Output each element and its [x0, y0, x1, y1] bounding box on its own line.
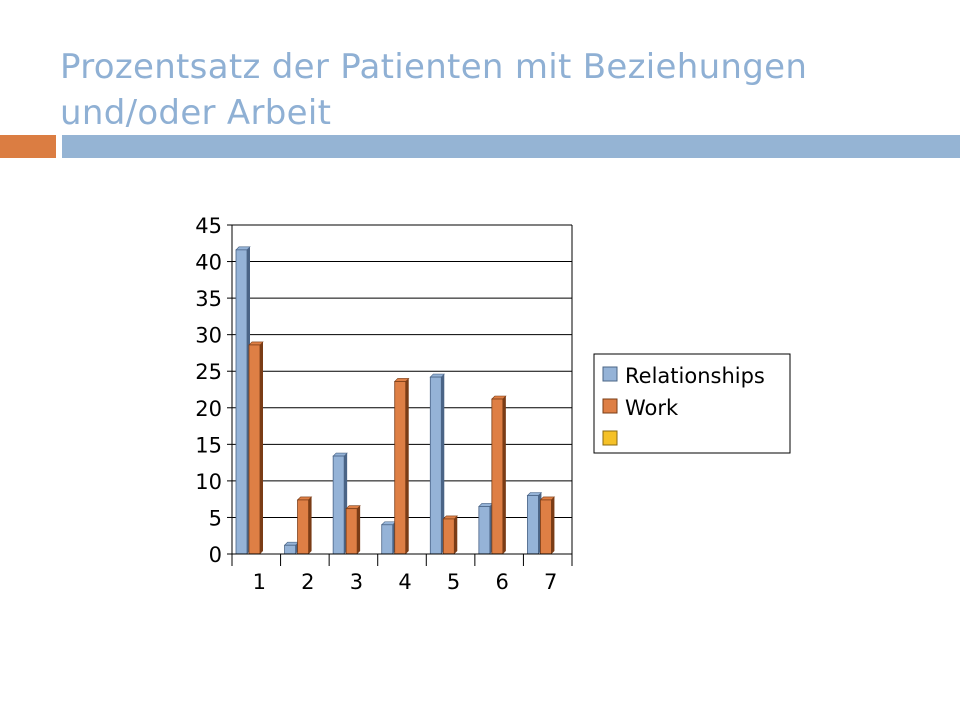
legend-swatch-1	[602, 366, 618, 382]
x-tick-label-2: 2	[301, 570, 314, 594]
x-tick-label-4: 4	[398, 570, 411, 594]
x-tick-label-1: 1	[253, 570, 266, 594]
bar-side	[357, 505, 361, 554]
bar-side	[454, 515, 458, 554]
bar-relationships-2	[283, 541, 300, 555]
bar-relationships-3	[332, 452, 348, 555]
y-tick-label-5: 5	[209, 506, 222, 530]
legend-label-2: Work	[625, 396, 679, 420]
bar-work-2	[296, 496, 313, 555]
bar-work-3	[345, 505, 361, 555]
bar-relationships-4	[380, 521, 397, 555]
bar-front	[284, 544, 296, 555]
bar-side	[441, 374, 445, 554]
y-tick-label-25: 25	[195, 360, 222, 384]
y-tick-label-40: 40	[195, 251, 222, 275]
bar-front	[540, 499, 552, 555]
y-tick-label-15: 15	[195, 433, 222, 457]
bar-front	[248, 344, 261, 555]
title-accent-bar-right	[62, 135, 960, 158]
bar-work-5	[442, 515, 459, 555]
legend-box	[593, 353, 791, 454]
y-tick-label-10: 10	[195, 470, 222, 494]
bar-front	[478, 506, 491, 555]
x-tick-label-5: 5	[447, 570, 460, 594]
bar-front	[527, 495, 539, 555]
bar-work-6	[491, 395, 507, 555]
y-tick-label-35: 35	[195, 287, 222, 311]
legend-swatch-2	[602, 398, 618, 414]
y-tick-label-30: 30	[195, 324, 222, 348]
bar-relationships-1	[235, 246, 251, 555]
y-tick-label-45: 45	[195, 214, 222, 238]
bar-side	[551, 496, 555, 554]
bar-front	[491, 398, 504, 555]
x-tick-label-3: 3	[350, 570, 363, 594]
bar-side	[405, 378, 409, 554]
bar-side	[308, 496, 312, 554]
x-tick-label-6: 6	[495, 570, 508, 594]
bar-front	[235, 249, 248, 555]
bar-front	[345, 508, 358, 555]
bar-side	[502, 396, 506, 554]
x-tick-label-7: 7	[544, 570, 557, 594]
bar-work-4	[393, 378, 410, 555]
bar-front	[332, 455, 345, 555]
bar-side	[260, 341, 263, 554]
bar-relationships-6	[478, 503, 494, 555]
bar-front	[394, 381, 407, 555]
bar-relationships-5	[429, 373, 446, 555]
bar-front	[442, 518, 455, 555]
legend-label-1: Relationships	[625, 364, 765, 388]
bar-front	[429, 376, 442, 555]
y-tick-label-0: 0	[209, 543, 222, 567]
legend-swatch-3	[602, 430, 618, 446]
bar-front	[381, 524, 394, 555]
bar-work-7	[539, 496, 556, 555]
legend: Relationships Work	[593, 353, 791, 454]
title-accent-bar-left	[0, 135, 56, 158]
bars	[235, 246, 556, 555]
y-tick-label-20: 20	[195, 397, 222, 421]
bar-work-1	[248, 341, 264, 555]
bar-front	[297, 499, 309, 555]
slide-title: Prozentsatz der Patienten mit Beziehunge…	[60, 47, 808, 133]
bar-relationships-7	[526, 492, 543, 555]
